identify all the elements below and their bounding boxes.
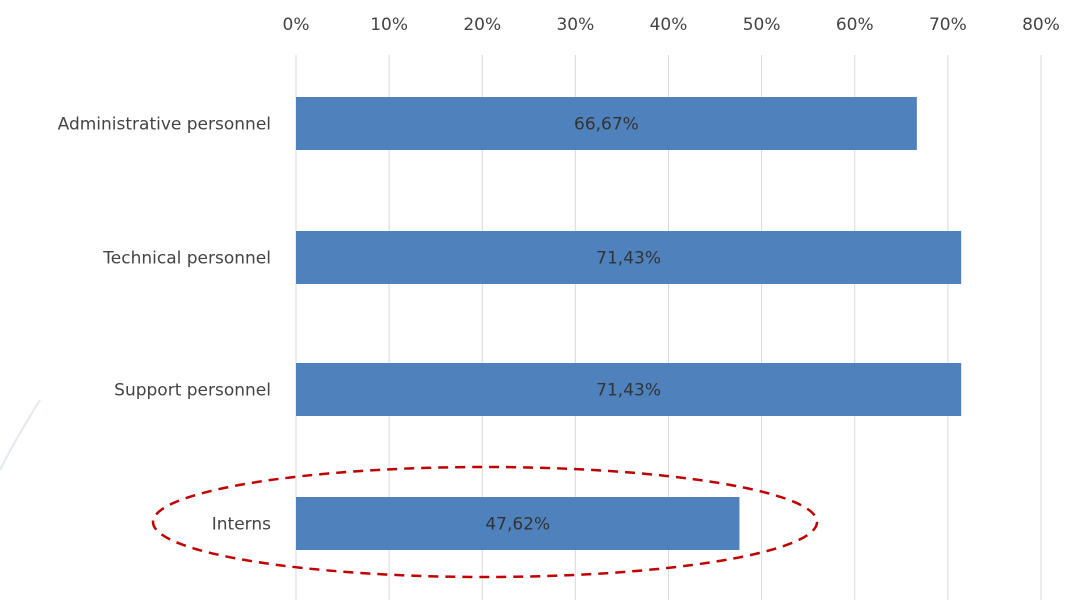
y-tick-label: Administrative personnel — [58, 115, 271, 135]
data-label: 47,62% — [485, 515, 550, 535]
x-tick-label: 30% — [556, 15, 594, 35]
x-tick-label: 0% — [283, 15, 310, 35]
bars: 66,67% 71,43% 71,43% 47,62% — [296, 97, 962, 550]
x-tick-label: 80% — [1022, 15, 1060, 35]
bar — [296, 497, 740, 550]
y-tick-label: Support personnel — [114, 381, 271, 401]
x-tick-label: 70% — [929, 15, 967, 35]
x-tick-label: 40% — [650, 15, 688, 35]
x-tick-label: 10% — [370, 15, 408, 35]
x-tick-label: 50% — [743, 15, 781, 35]
bar — [296, 231, 962, 284]
y-tick-label: Interns — [212, 515, 271, 535]
data-label: 66,67% — [574, 115, 639, 135]
x-tick-label: 20% — [463, 15, 501, 35]
data-label: 71,43% — [596, 249, 661, 269]
x-tick-label: 60% — [836, 15, 874, 35]
bar — [296, 363, 962, 416]
decoration — [0, 399, 41, 471]
y-tick-label: Technical personnel — [102, 249, 271, 269]
data-label: 71,43% — [596, 381, 661, 401]
highlight-ellipse — [151, 465, 819, 579]
bar — [296, 97, 917, 150]
